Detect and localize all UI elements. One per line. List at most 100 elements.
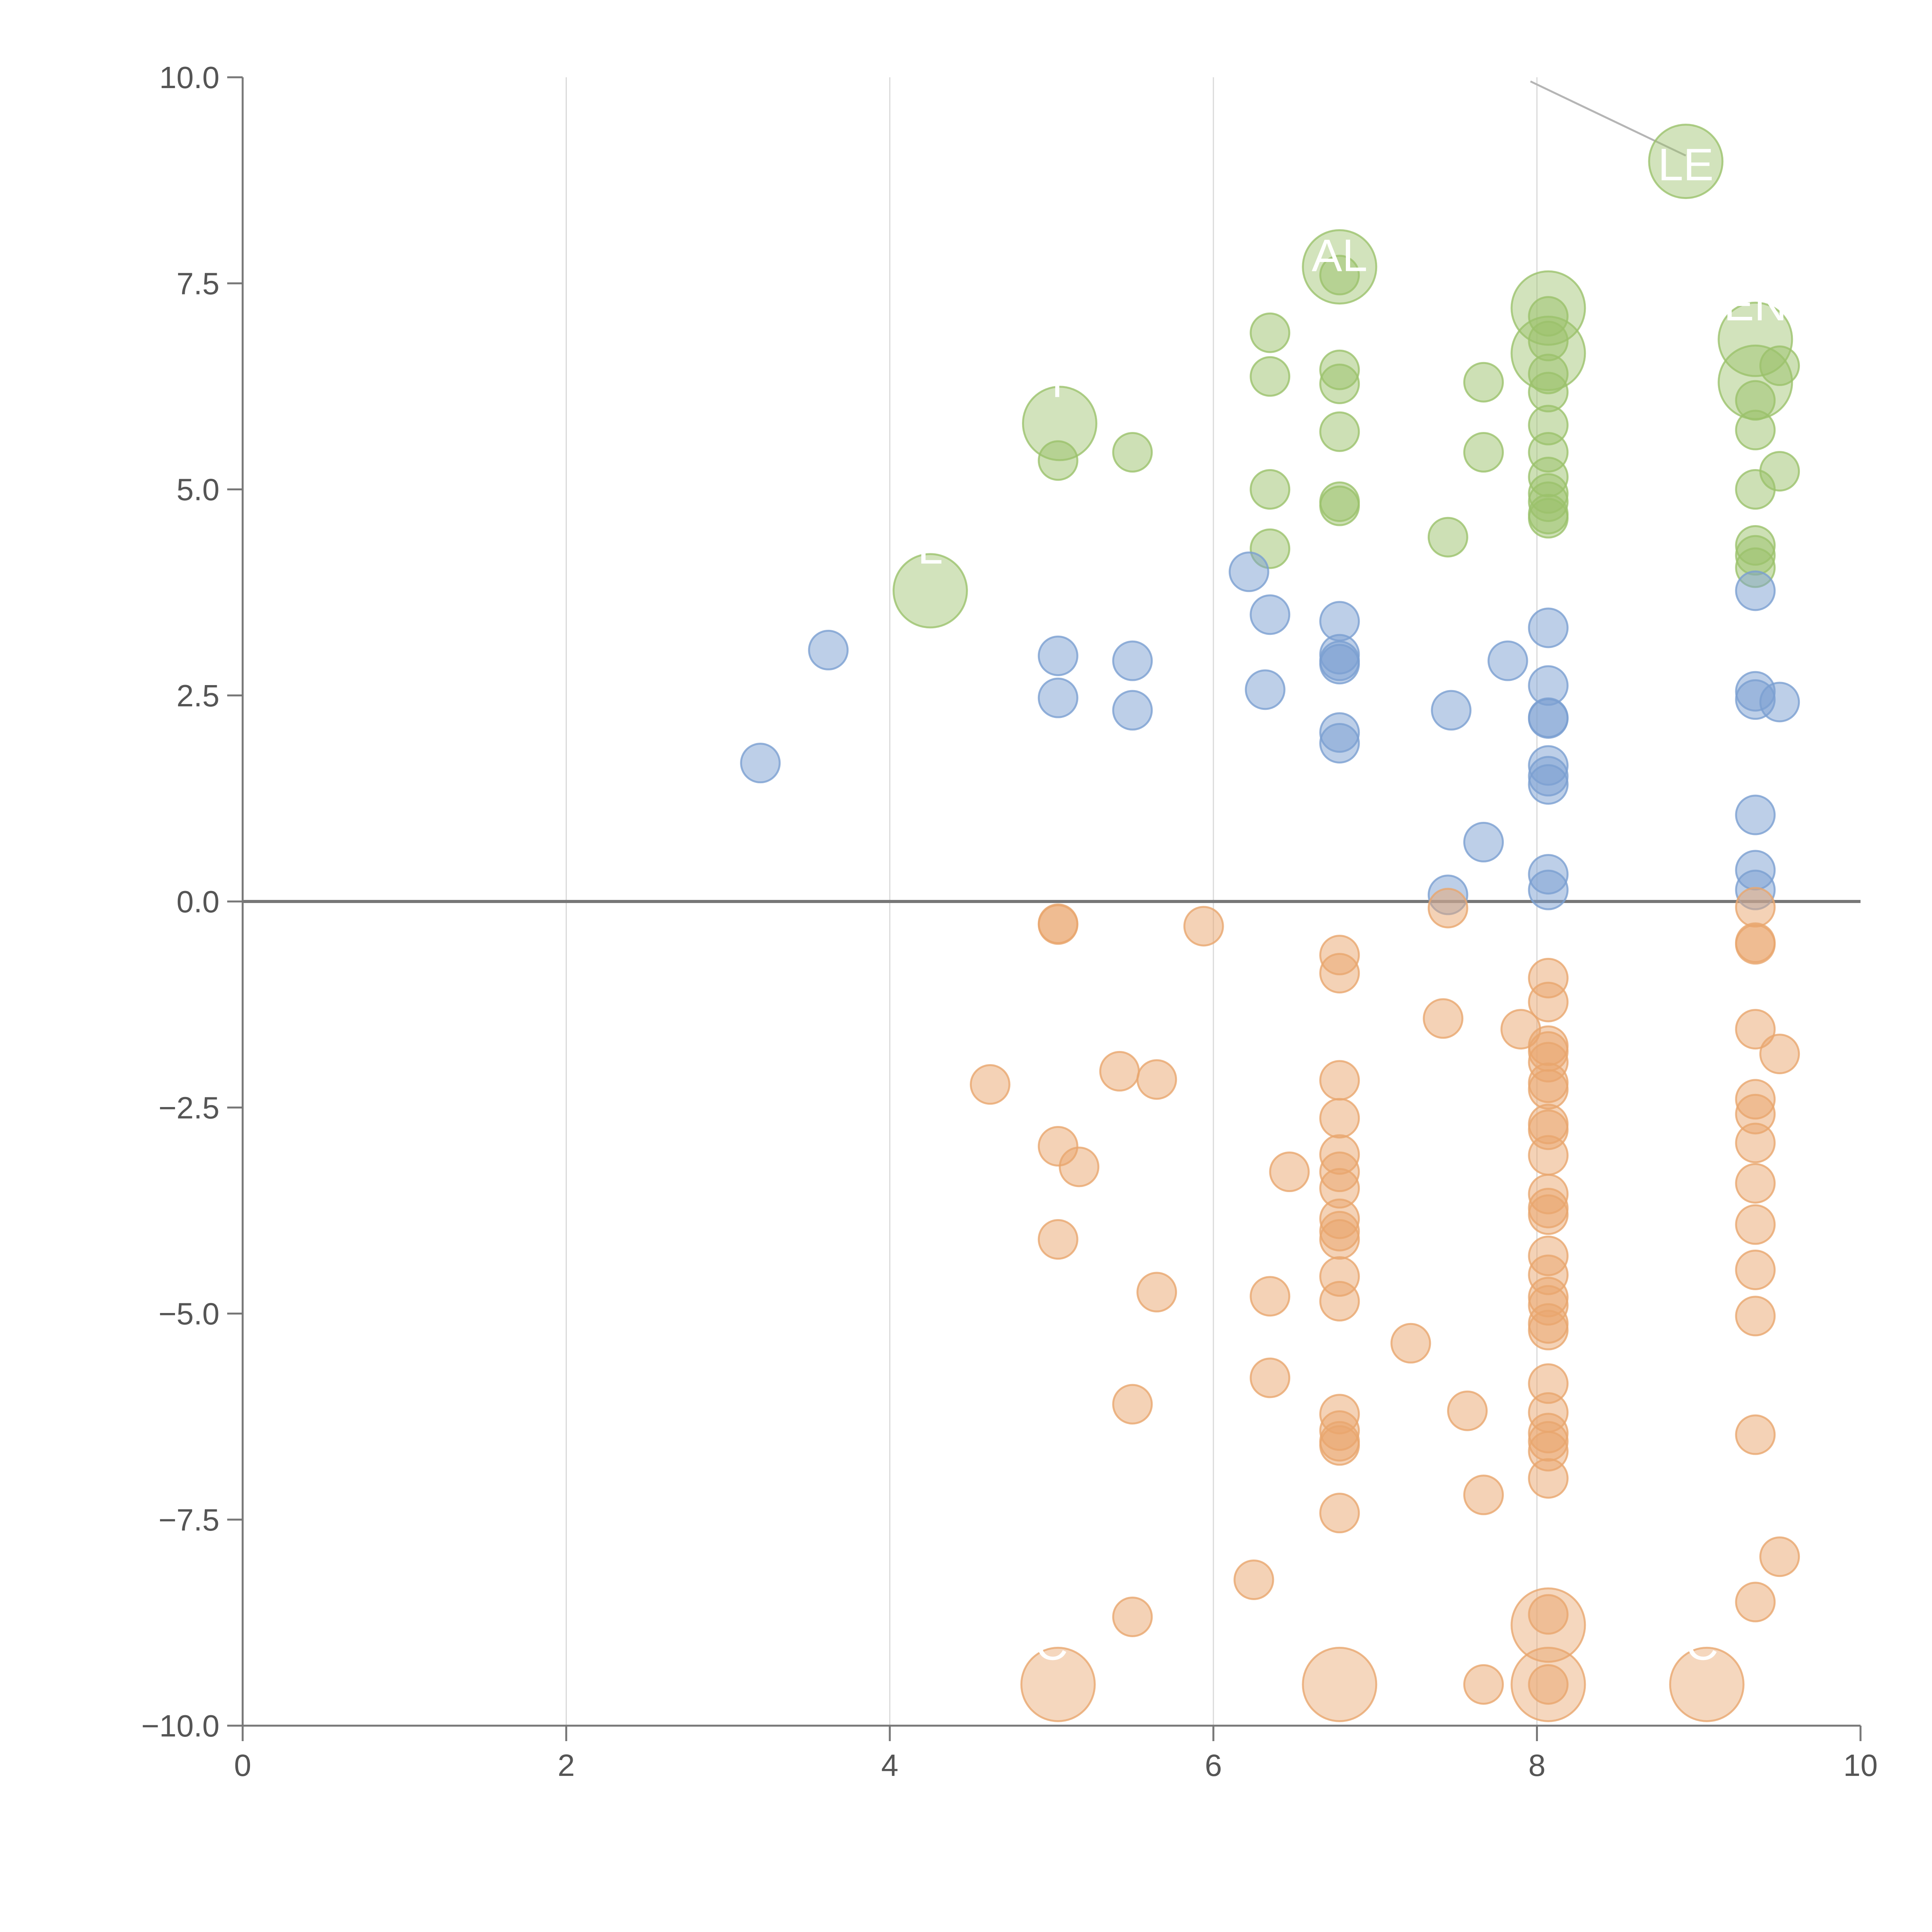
blue-point (808, 629, 849, 670)
blue-point (1735, 794, 1776, 835)
green-big-point (892, 553, 968, 629)
orange-point (1423, 998, 1464, 1039)
orange-point (1735, 1122, 1776, 1163)
orange-point (969, 1064, 1010, 1105)
blue-point (1431, 690, 1472, 731)
blue-point (1112, 690, 1153, 731)
orange-big-point (1510, 1587, 1586, 1663)
x-tick-label: 6 (1205, 1748, 1222, 1782)
data-points (740, 124, 1800, 1722)
blue-point (1528, 698, 1569, 739)
green-point (1759, 451, 1800, 492)
green-point (1319, 255, 1360, 296)
orange-point (1528, 1594, 1569, 1635)
green-point (1250, 312, 1291, 353)
orange-point (1528, 981, 1569, 1022)
orange-point (1528, 1458, 1569, 1499)
blue-point (1463, 821, 1504, 862)
orange-point (1390, 1323, 1431, 1364)
green-point (1319, 363, 1360, 404)
orange-point (1183, 906, 1224, 947)
orange-point (1528, 1194, 1569, 1235)
green-point (1427, 517, 1468, 558)
orange-point (1233, 1559, 1274, 1600)
orange-point (1735, 1249, 1776, 1290)
orange-point (1759, 1034, 1800, 1075)
orange-point (1319, 1098, 1360, 1139)
orange-point (1528, 1135, 1569, 1176)
point-labels: LE AL EN Lr, C C (918, 139, 1787, 1670)
green-point (1319, 411, 1360, 452)
blue-point (1250, 594, 1291, 635)
orange-point (1319, 1060, 1360, 1101)
orange-point (1447, 1390, 1488, 1431)
orange-point (1037, 1219, 1078, 1260)
orange-point (1528, 1069, 1569, 1110)
blue-point (1487, 640, 1528, 681)
x-tick-label: 4 (881, 1748, 899, 1782)
orange-big-point (1020, 1646, 1096, 1722)
blue-point (1037, 677, 1078, 718)
orange-point (1759, 1536, 1800, 1577)
y-tick-label: 0.0 (177, 884, 219, 919)
point-label: AL (1312, 230, 1367, 281)
callout-line (1530, 80, 1686, 156)
green-point (1112, 432, 1153, 473)
orange-point (1112, 1596, 1153, 1637)
blue-point (1319, 644, 1360, 685)
green-point (1735, 410, 1776, 451)
y-tick-label: 5.0 (177, 473, 219, 507)
point-label: L (918, 522, 943, 573)
orange-point (1037, 904, 1078, 945)
orange-point (1735, 1414, 1776, 1455)
point-label: EN (1724, 279, 1787, 330)
orange-point (1059, 1146, 1100, 1187)
blue-point (1228, 551, 1269, 592)
y-tick-label: −7.5 (158, 1503, 219, 1537)
orange-point (1735, 1163, 1776, 1204)
blue-point (1245, 669, 1286, 710)
x-tick-label: 2 (558, 1748, 575, 1782)
y-tick-label: 10.0 (159, 60, 219, 95)
orange-point (1319, 1219, 1360, 1260)
orange-point (1319, 1425, 1360, 1466)
orange-point (1136, 1272, 1177, 1313)
x-tick-label: 10 (1844, 1748, 1878, 1782)
orange-point (1528, 1310, 1569, 1350)
blue-point (1735, 570, 1776, 611)
orange-point (1319, 953, 1360, 994)
orange-point (1463, 1475, 1504, 1515)
point-label: C (1685, 1619, 1718, 1670)
green-big-point (1302, 229, 1378, 305)
y-tick-label: 7.5 (177, 266, 219, 301)
orange-point (1112, 1384, 1153, 1425)
orange-point (1319, 1281, 1360, 1322)
blue-point (1759, 682, 1800, 723)
orange-point (1528, 1664, 1569, 1705)
orange-point (1735, 887, 1776, 928)
orange-big-point (1669, 1646, 1745, 1722)
orange-point (1099, 1051, 1140, 1092)
orange-point (1735, 1582, 1776, 1622)
green-big-point (1718, 301, 1793, 377)
orange-point (1463, 1664, 1504, 1705)
green-big-point (1022, 386, 1097, 461)
y-tick-label: −10.0 (141, 1709, 219, 1743)
orange-point (1250, 1357, 1291, 1398)
green-big-point (1510, 316, 1586, 391)
green-point (1463, 362, 1504, 403)
orange-point (1136, 1059, 1177, 1100)
green-big-point (1510, 270, 1586, 346)
point-label: r (1052, 356, 1067, 407)
blue-point (1112, 640, 1153, 681)
orange-point (1735, 1009, 1776, 1050)
x-tick-label: 8 (1528, 1748, 1546, 1782)
orange-point (1735, 1204, 1776, 1245)
orange-point (1735, 924, 1776, 965)
blue-point (1528, 607, 1569, 648)
green-big-point (1718, 344, 1793, 420)
orange-point (1735, 1296, 1776, 1337)
orange-big-point (1510, 1646, 1586, 1722)
y-tick-label: −2.5 (158, 1090, 219, 1125)
